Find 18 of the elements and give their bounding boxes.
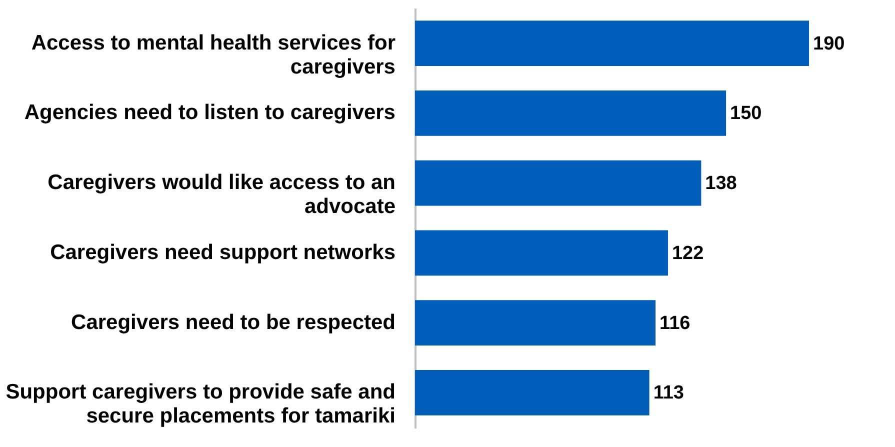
bar [415,20,809,66]
data-label: 150 [730,103,762,124]
bar [415,370,650,416]
y-tick-label: Caregivers need to be respected [71,310,396,334]
bar [415,160,702,206]
y-tick-label: Caregivers would like access to an advocate [48,171,396,218]
data-label: 122 [672,242,704,264]
data-label: 138 [705,173,737,194]
y-tick-label: Agencies need to listen to caregivers [24,101,396,124]
bar [415,90,726,136]
bar [415,300,656,346]
data-label: 116 [660,312,690,334]
y-tick-label: Caregivers need support networks [50,240,396,264]
bar [415,230,668,276]
data-label: 190 [813,33,845,54]
data-label: 113 [653,382,684,404]
y-tick-label: Support caregivers to provide safe and secure placements for tamariki [6,380,396,428]
y-tick-label: Access to mental health services for caregivers [31,31,396,78]
